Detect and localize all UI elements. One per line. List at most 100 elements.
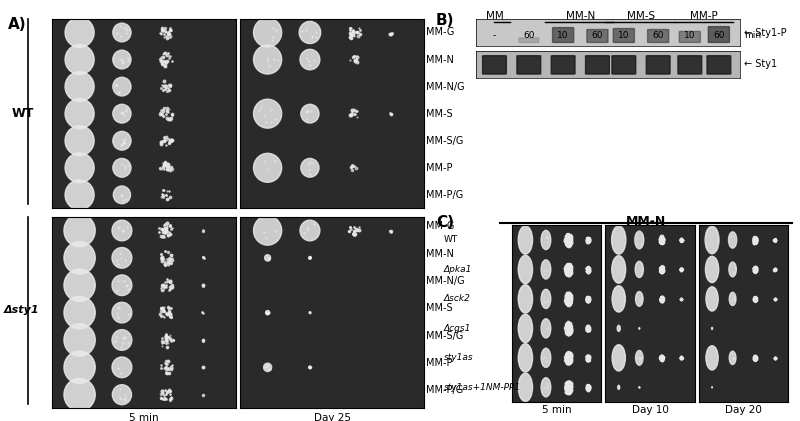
Circle shape [635,261,643,277]
Circle shape [65,180,94,210]
Circle shape [706,256,718,282]
Text: MM: MM [486,11,503,21]
Circle shape [541,378,550,397]
Circle shape [65,153,94,183]
Text: 60: 60 [653,31,664,40]
Circle shape [612,256,626,283]
Circle shape [518,314,533,343]
Text: MM-S: MM-S [426,109,453,119]
Circle shape [65,18,94,48]
Circle shape [113,158,131,177]
Text: Δsty1: Δsty1 [4,306,40,315]
Circle shape [64,214,95,247]
Circle shape [541,348,550,368]
FancyBboxPatch shape [614,29,634,43]
FancyBboxPatch shape [519,38,538,43]
Circle shape [65,72,94,101]
Circle shape [64,351,95,384]
Circle shape [730,351,736,365]
Circle shape [301,104,319,123]
Text: 5 min: 5 min [129,413,159,421]
Text: MM-S: MM-S [627,11,655,21]
Text: min: min [744,31,761,40]
Circle shape [541,289,550,309]
Text: MM-N: MM-N [566,11,595,21]
Circle shape [711,328,713,329]
Circle shape [635,291,643,306]
Text: Day 20: Day 20 [725,405,762,415]
Text: 60: 60 [713,31,725,40]
Circle shape [618,325,620,331]
FancyBboxPatch shape [648,29,669,43]
Circle shape [113,104,131,123]
Text: MM-S/G: MM-S/G [426,331,464,341]
Circle shape [113,50,131,69]
Circle shape [65,126,94,156]
Circle shape [64,269,95,301]
Circle shape [254,99,282,128]
Text: C): C) [436,215,454,230]
Text: MM-P: MM-P [426,358,453,368]
Text: MM-N: MM-N [426,55,454,64]
Circle shape [612,345,626,371]
Circle shape [254,153,282,182]
Circle shape [254,45,282,74]
FancyBboxPatch shape [708,27,730,43]
Text: Day 10: Day 10 [631,405,669,415]
Text: MM-N: MM-N [426,249,454,258]
Circle shape [112,275,132,296]
Text: MM-S/G: MM-S/G [426,136,464,146]
Circle shape [112,385,131,405]
Circle shape [113,77,131,96]
Circle shape [705,226,719,254]
Text: 60: 60 [592,31,603,40]
Text: MM-P/G: MM-P/G [426,190,464,200]
Circle shape [254,18,282,47]
FancyBboxPatch shape [612,56,636,74]
Text: Δpka1: Δpka1 [444,265,472,274]
Text: ← Sty1-P: ← Sty1-P [744,28,786,37]
Text: 5 min: 5 min [542,405,571,415]
Text: MM-S: MM-S [426,304,453,313]
Text: 60: 60 [523,31,534,40]
Circle shape [266,311,270,314]
Text: WT: WT [444,235,458,245]
FancyBboxPatch shape [679,32,701,43]
Circle shape [299,21,321,43]
Text: MM-G: MM-G [426,27,454,37]
Circle shape [730,292,736,306]
Text: Day 25: Day 25 [314,413,350,421]
Circle shape [635,350,643,365]
Circle shape [301,158,319,177]
Circle shape [706,287,718,311]
Circle shape [612,286,626,312]
Text: sty1as+1NM-PP1: sty1as+1NM-PP1 [444,383,521,392]
Circle shape [65,99,94,129]
Circle shape [112,302,132,323]
Circle shape [729,232,737,248]
Text: B): B) [436,13,454,28]
Text: 10: 10 [618,31,630,40]
Text: 10: 10 [558,31,569,40]
Text: ← Sty1: ← Sty1 [744,59,777,69]
Circle shape [112,248,132,268]
Circle shape [64,324,95,356]
Circle shape [265,255,270,261]
Circle shape [309,312,310,314]
FancyBboxPatch shape [551,56,575,74]
FancyBboxPatch shape [553,27,574,43]
Circle shape [518,344,533,372]
Circle shape [618,385,620,389]
FancyBboxPatch shape [646,56,670,74]
Circle shape [518,255,533,284]
Text: MM-N/G: MM-N/G [426,276,465,286]
Circle shape [706,346,718,370]
Circle shape [611,226,626,254]
FancyBboxPatch shape [587,29,608,43]
Circle shape [309,256,311,259]
Circle shape [541,319,550,338]
Circle shape [518,373,533,402]
Circle shape [729,262,736,277]
Circle shape [541,260,550,279]
Circle shape [113,131,131,150]
